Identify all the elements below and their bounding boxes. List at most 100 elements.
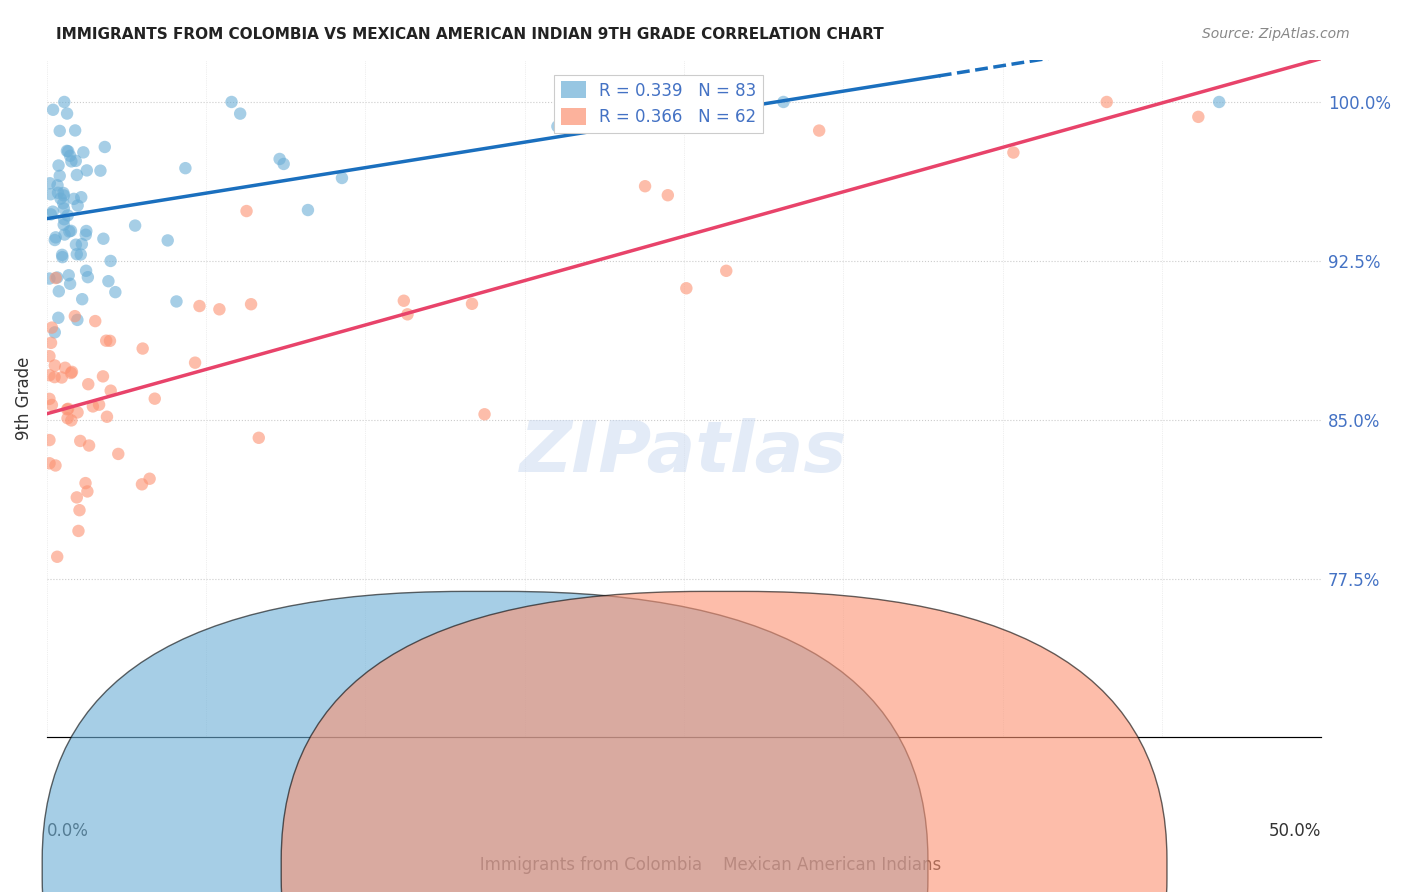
Point — [97, 274, 120, 288]
Point — [53, 360, 76, 375]
Point — [51, 370, 73, 384]
Point — [42, 204, 65, 219]
Point — [67, 524, 90, 538]
Point — [235, 204, 257, 219]
Point — [58, 268, 80, 283]
Point — [772, 95, 794, 109]
Point — [51, 248, 73, 262]
Point — [44, 326, 66, 340]
Point — [48, 159, 70, 173]
Point — [38, 349, 60, 363]
Point — [38, 271, 60, 285]
Point — [77, 438, 100, 452]
Point — [124, 219, 146, 233]
Text: 50.0%: 50.0% — [1268, 822, 1322, 840]
Point — [48, 124, 70, 138]
Point — [269, 152, 291, 166]
Point — [1187, 110, 1209, 124]
Point — [53, 227, 76, 242]
Point — [59, 149, 82, 163]
Point — [1208, 95, 1230, 109]
Point — [75, 227, 97, 242]
Point — [63, 309, 86, 323]
Point — [46, 270, 69, 285]
Point — [138, 472, 160, 486]
Point — [70, 237, 93, 252]
Point — [689, 95, 711, 109]
Point — [52, 218, 75, 232]
Point — [42, 103, 65, 117]
Point — [52, 186, 75, 200]
Point — [174, 161, 197, 176]
Point — [56, 144, 79, 158]
Point — [56, 106, 79, 120]
Point — [188, 299, 211, 313]
Point — [59, 224, 82, 238]
Point — [76, 484, 98, 499]
Point — [65, 153, 87, 168]
Point — [240, 297, 263, 311]
Point — [69, 434, 91, 448]
Point — [48, 285, 70, 299]
Point — [66, 313, 89, 327]
Point — [56, 401, 79, 416]
Point — [166, 294, 188, 309]
Point — [38, 392, 60, 406]
Point — [39, 187, 62, 202]
Text: Source: ZipAtlas.com: Source: ZipAtlas.com — [1202, 27, 1350, 41]
Point — [91, 369, 114, 384]
Point — [66, 247, 89, 261]
Point — [38, 176, 60, 190]
Point — [60, 366, 83, 380]
Point — [49, 192, 72, 206]
Point — [69, 247, 91, 261]
Point — [716, 264, 738, 278]
Point — [45, 271, 67, 285]
Point — [48, 169, 70, 183]
Point — [66, 198, 89, 212]
Point — [59, 277, 82, 291]
Point — [641, 95, 664, 109]
Point — [76, 270, 98, 285]
Point — [221, 95, 243, 109]
Point — [75, 264, 97, 278]
Point — [56, 411, 79, 425]
Point — [53, 212, 76, 227]
Text: 0.0%: 0.0% — [46, 822, 89, 840]
Point — [66, 168, 89, 182]
Point — [657, 188, 679, 202]
Text: ZIPatlas: ZIPatlas — [520, 418, 848, 487]
Point — [66, 405, 89, 419]
Point — [63, 123, 86, 137]
Point — [76, 163, 98, 178]
Point — [229, 106, 252, 120]
Point — [65, 237, 87, 252]
Point — [93, 232, 115, 246]
Point — [44, 370, 66, 384]
Point — [56, 402, 79, 417]
Point — [156, 234, 179, 248]
Point — [63, 192, 86, 206]
Point — [273, 157, 295, 171]
Point — [52, 202, 75, 216]
Point — [94, 140, 117, 154]
Point — [60, 413, 83, 427]
Point — [330, 171, 353, 186]
Point — [184, 356, 207, 370]
Point — [461, 297, 484, 311]
Point — [143, 392, 166, 406]
Point — [46, 178, 69, 193]
Point — [51, 250, 73, 264]
Point — [1002, 145, 1025, 160]
Point — [89, 163, 111, 178]
Point — [66, 491, 89, 505]
Text: IMMIGRANTS FROM COLOMBIA VS MEXICAN AMERICAN INDIAN 9TH GRADE CORRELATION CHART: IMMIGRANTS FROM COLOMBIA VS MEXICAN AMER… — [56, 27, 884, 42]
Point — [38, 433, 60, 447]
Point — [675, 281, 697, 295]
Point — [72, 145, 94, 160]
Point — [53, 95, 76, 109]
Point — [58, 224, 80, 238]
Point — [39, 335, 62, 350]
Y-axis label: 9th Grade: 9th Grade — [15, 357, 32, 441]
Point — [297, 202, 319, 217]
